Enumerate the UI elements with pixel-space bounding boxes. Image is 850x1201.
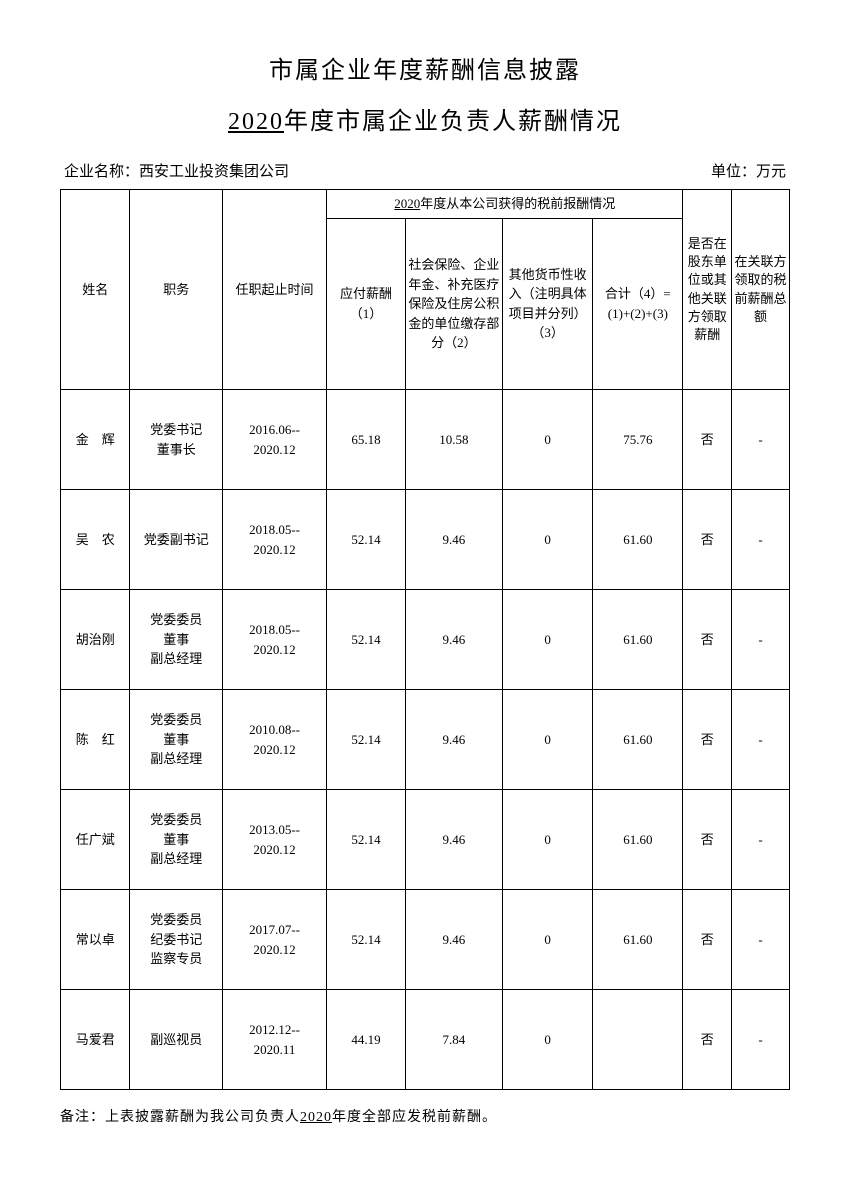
- cell-pay3: 0: [502, 890, 592, 990]
- title-sub: 2020年度市属企业负责人薪酬情况: [60, 101, 790, 136]
- header-flag: 是否在股东单位或其他关联方领取薪酬: [683, 190, 732, 390]
- table-row: 金 辉党委书记董事长2016.06--2020.1265.1810.58075.…: [61, 390, 790, 490]
- cell-pay2: 9.46: [405, 490, 502, 590]
- cell-pay1: 65.18: [327, 390, 406, 490]
- cell-term: 2018.05--2020.12: [222, 590, 326, 690]
- cell-position: 党委委员董事副总经理: [130, 590, 223, 690]
- cell-position: 党委委员纪委书记监察专员: [130, 890, 223, 990]
- compensation-table: 姓名 职务 任职起止时间 2020年度从本公司获得的税前报酬情况 是否在股东单位…: [60, 189, 790, 1090]
- cell-rel: -: [732, 790, 790, 890]
- cell-pay2: 9.46: [405, 590, 502, 690]
- header-pay1: 应付薪酬（1）: [327, 218, 406, 390]
- header-term: 任职起止时间: [222, 190, 326, 390]
- cell-pay1: 52.14: [327, 790, 406, 890]
- cell-pay2: 9.46: [405, 790, 502, 890]
- title-main: 市属企业年度薪酬信息披露: [60, 50, 790, 85]
- company-name: 西安工业投资集团公司: [139, 164, 289, 180]
- cell-pay1: 52.14: [327, 590, 406, 690]
- cell-name: 马爱君: [61, 990, 130, 1090]
- header-comp-rest: 年度从本公司获得的税前报酬情况: [420, 196, 615, 211]
- table-row: 胡治刚党委委员董事副总经理2018.05--2020.1252.149.4606…: [61, 590, 790, 690]
- cell-flag: 否: [683, 390, 732, 490]
- cell-pay3: 0: [502, 690, 592, 790]
- header-name: 姓名: [61, 190, 130, 390]
- cell-pay2: 9.46: [405, 690, 502, 790]
- cell-pay4: 61.60: [593, 590, 683, 690]
- cell-pay1: 52.14: [327, 490, 406, 590]
- cell-pay2: 9.46: [405, 890, 502, 990]
- cell-pay2: 10.58: [405, 390, 502, 490]
- cell-rel: -: [732, 990, 790, 1090]
- cell-pay3: 0: [502, 990, 592, 1090]
- cell-pay3: 0: [502, 490, 592, 590]
- title-sub-year: 2020: [228, 109, 284, 135]
- header-comp-year: 2020: [394, 196, 420, 211]
- cell-position: 党委书记董事长: [130, 390, 223, 490]
- cell-pay1: 52.14: [327, 690, 406, 790]
- title-sub-rest: 年度市属企业负责人薪酬情况: [284, 109, 622, 135]
- header-pay2: 社会保险、企业年金、补充医疗保险及住房公积金的单位缴存部分（2）: [405, 218, 502, 390]
- company-label: 企业名称：: [64, 164, 139, 180]
- cell-flag: 否: [683, 590, 732, 690]
- cell-pay2: 7.84: [405, 990, 502, 1090]
- cell-rel: -: [732, 890, 790, 990]
- header-pay4: 合计（4）=(1)+(2)+(3): [593, 218, 683, 390]
- cell-pay4: 61.60: [593, 890, 683, 990]
- cell-flag: 否: [683, 690, 732, 790]
- cell-term: 2012.12--2020.11: [222, 990, 326, 1090]
- cell-pay4: 61.60: [593, 690, 683, 790]
- footnote-prefix: 备注：上表披露薪酬为我公司负责人: [60, 1110, 300, 1125]
- cell-pay4: 61.60: [593, 790, 683, 890]
- cell-flag: 否: [683, 990, 732, 1090]
- cell-term: 2017.07--2020.12: [222, 890, 326, 990]
- cell-rel: -: [732, 490, 790, 590]
- table-row: 任广斌党委委员董事副总经理2013.05--2020.1252.149.4606…: [61, 790, 790, 890]
- cell-pay3: 0: [502, 790, 592, 890]
- header-comp-group: 2020年度从本公司获得的税前报酬情况: [327, 190, 683, 219]
- cell-term: 2016.06--2020.12: [222, 390, 326, 490]
- company-info: 企业名称：西安工业投资集团公司: [64, 160, 289, 181]
- cell-term: 2018.05--2020.12: [222, 490, 326, 590]
- meta-row: 企业名称：西安工业投资集团公司 单位：万元: [60, 160, 790, 181]
- cell-pay4: 75.76: [593, 390, 683, 490]
- cell-rel: -: [732, 590, 790, 690]
- cell-pay4: 61.60: [593, 490, 683, 590]
- cell-pay3: 0: [502, 590, 592, 690]
- footnote-year: 2020: [300, 1110, 332, 1125]
- header-flag-text: 是否在股东单位或其他关联方领取薪酬: [685, 235, 729, 344]
- cell-name: 金 辉: [61, 390, 130, 490]
- cell-position: 党委委员董事副总经理: [130, 790, 223, 890]
- cell-position: 副巡视员: [130, 990, 223, 1090]
- cell-pay1: 52.14: [327, 890, 406, 990]
- cell-pay3: 0: [502, 390, 592, 490]
- footnote: 备注：上表披露薪酬为我公司负责人2020年度全部应发税前薪酬。: [60, 1106, 790, 1126]
- cell-rel: -: [732, 690, 790, 790]
- cell-name: 陈 红: [61, 690, 130, 790]
- cell-flag: 否: [683, 490, 732, 590]
- cell-flag: 否: [683, 790, 732, 890]
- cell-position: 党委委员董事副总经理: [130, 690, 223, 790]
- footnote-suffix: 年度全部应发税前薪酬。: [332, 1110, 497, 1125]
- cell-name: 胡治刚: [61, 590, 130, 690]
- cell-pay4: [593, 990, 683, 1090]
- cell-rel: -: [732, 390, 790, 490]
- header-pay3: 其他货币性收入（注明具体项目并分列）（3）: [502, 218, 592, 390]
- cell-flag: 否: [683, 890, 732, 990]
- cell-name: 任广斌: [61, 790, 130, 890]
- table-row: 陈 红党委委员董事副总经理2010.08--2020.1252.149.4606…: [61, 690, 790, 790]
- unit-label: 单位：万元: [711, 160, 786, 181]
- header-position: 职务: [130, 190, 223, 390]
- cell-name: 吴 农: [61, 490, 130, 590]
- header-rel: 在关联方领取的税前薪酬总额: [732, 190, 790, 390]
- cell-position: 党委副书记: [130, 490, 223, 590]
- cell-name: 常以卓: [61, 890, 130, 990]
- table-row: 吴 农党委副书记2018.05--2020.1252.149.46061.60否…: [61, 490, 790, 590]
- cell-term: 2013.05--2020.12: [222, 790, 326, 890]
- table-row: 马爱君副巡视员2012.12--2020.1144.197.840否-: [61, 990, 790, 1090]
- cell-term: 2010.08--2020.12: [222, 690, 326, 790]
- table-row: 常以卓党委委员纪委书记监察专员2017.07--2020.1252.149.46…: [61, 890, 790, 990]
- cell-pay1: 44.19: [327, 990, 406, 1090]
- header-rel-text: 在关联方领取的税前薪酬总额: [734, 253, 787, 326]
